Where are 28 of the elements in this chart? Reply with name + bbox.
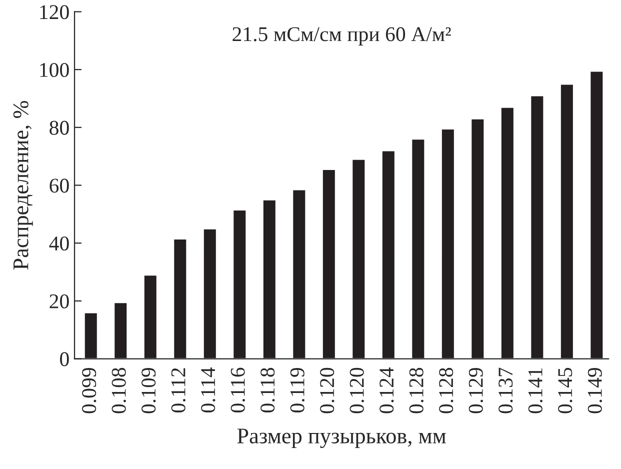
x-axis-title: Размер пузырьков, мм	[237, 428, 446, 448]
x-tick-label: 0.114	[201, 367, 216, 412]
x-tick-label: 0.137	[498, 368, 513, 414]
x-tick-label: 0.128	[439, 368, 454, 414]
x-tick-label: 0.129	[468, 368, 483, 414]
x-tick-label: 0.141	[528, 368, 542, 414]
x-tick-label: 0.118	[260, 368, 275, 412]
x-tick-label: 0.112	[171, 368, 186, 412]
y-axis-title: Распределение, %	[13, 100, 33, 270]
x-tick-label: 0.099	[82, 368, 96, 414]
x-tick-label: 0.145	[558, 368, 572, 414]
y-tick-label: 100	[40, 62, 69, 77]
y-tick-label: 0	[60, 352, 69, 366]
x-tick-label: 0.116	[230, 368, 245, 412]
x-tick-label: 0.124	[380, 367, 394, 414]
x-tick-label: 0.108	[112, 368, 126, 414]
y-tick-label: 40	[49, 236, 69, 251]
x-tick-label: 0.119	[290, 368, 304, 412]
y-tick-label: 120	[40, 5, 69, 20]
y-tick-label: 80	[50, 120, 69, 135]
x-tick-label: 0.120	[320, 368, 334, 414]
x-tick-label: 0.120	[350, 368, 364, 414]
x-tick-label: 0.128	[409, 368, 424, 414]
text: 21.5 мСм/см при 60 А/м²	[232, 27, 451, 46]
y-tick-label: 20	[50, 294, 69, 308]
x-tick-label: 0.109	[142, 368, 156, 414]
x-tick-label: 0.149	[588, 368, 602, 414]
y-tick-label: 60	[50, 178, 69, 193]
